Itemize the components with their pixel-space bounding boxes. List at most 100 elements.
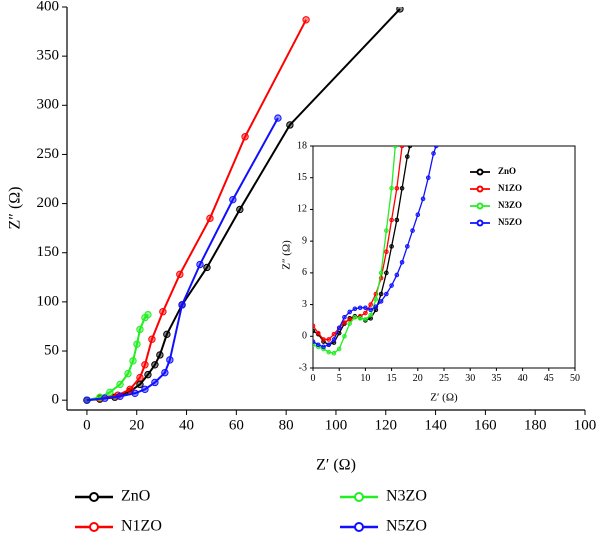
- data-point: [313, 323, 316, 329]
- data-point: [313, 339, 316, 344]
- data-point: [384, 291, 389, 297]
- data-point: [394, 272, 400, 278]
- y-tick-label: 3: [302, 299, 307, 310]
- data-point: [131, 389, 139, 397]
- data-point: [315, 330, 321, 336]
- x-tick-label: 45: [544, 373, 554, 384]
- x-tick-label: 160: [474, 418, 497, 434]
- x-tick-label: 100: [325, 418, 348, 434]
- legend-label: N1ZO: [121, 518, 162, 535]
- data-point: [378, 291, 384, 297]
- y-tick-label: 15: [297, 172, 307, 183]
- data-point: [384, 270, 389, 276]
- data-point: [378, 299, 384, 304]
- y-tick-label: 400: [37, 0, 60, 14]
- data-point: [196, 260, 204, 269]
- data-point: [101, 394, 109, 402]
- legend-marker: [89, 522, 99, 532]
- data-point: [156, 351, 164, 359]
- y-tick-label: 100: [37, 293, 60, 309]
- data-point: [399, 185, 405, 191]
- data-point: [129, 357, 137, 365]
- series-line: [86, 117, 279, 402]
- data-point: [373, 296, 379, 302]
- data-point: [342, 333, 347, 339]
- y-tick-label: 350: [37, 48, 60, 64]
- data-point: [159, 308, 167, 316]
- legend-label: ZnO: [498, 166, 516, 176]
- x-axis-label: Z′ (Ω): [430, 392, 458, 404]
- data-point: [405, 154, 410, 159]
- x-tick-label: 20: [413, 373, 423, 384]
- y-tick-label: 300: [37, 97, 60, 113]
- x-tick-label: 20: [129, 418, 144, 434]
- data-point: [384, 228, 389, 233]
- legend-marker: [476, 219, 484, 227]
- series-line: [313, 146, 437, 348]
- data-point: [321, 337, 326, 342]
- data-point: [151, 361, 159, 369]
- data-point: [347, 317, 352, 322]
- data-point: [352, 306, 358, 312]
- y-tick-label: -3: [299, 362, 307, 373]
- data-point: [378, 270, 384, 276]
- data-point: [357, 316, 363, 321]
- legend-marker: [476, 202, 484, 210]
- data-point: [389, 217, 394, 223]
- data-point: [415, 212, 421, 218]
- legend-marker: [476, 168, 484, 176]
- x-tick-label: 25: [439, 373, 449, 384]
- data-point: [389, 244, 394, 249]
- data-point: [241, 133, 249, 141]
- data-point: [136, 380, 144, 389]
- x-tick-label: 40: [518, 373, 528, 384]
- data-point: [384, 249, 389, 255]
- data-point: [394, 185, 400, 191]
- data-point: [342, 314, 347, 320]
- data-point: [363, 317, 368, 322]
- data-point: [136, 325, 144, 334]
- data-point: [136, 373, 144, 382]
- data-point: [106, 388, 114, 397]
- series-line: [313, 146, 403, 341]
- data-point: [116, 380, 124, 389]
- legend-label: N5ZO: [498, 217, 522, 227]
- x-tick-label: 80: [279, 418, 294, 434]
- data-point: [124, 369, 132, 378]
- data-point: [331, 337, 337, 342]
- data-point: [399, 146, 405, 149]
- y-tick-label: 50: [44, 342, 59, 358]
- x-tick-label: 40: [179, 418, 194, 434]
- data-point: [176, 270, 184, 279]
- data-point: [357, 305, 363, 311]
- plot-frame: [312, 145, 576, 369]
- data-point: [286, 121, 294, 129]
- x-tick-label: 10: [360, 373, 370, 384]
- y-tick-label: 6: [302, 267, 307, 278]
- data-point: [141, 361, 149, 369]
- data-point: [394, 217, 400, 223]
- data-point: [313, 328, 316, 334]
- y-axis-label: Z″ (Ω): [7, 187, 24, 230]
- x-tick-label: 35: [491, 373, 501, 384]
- data-point: [206, 214, 214, 223]
- data-point: [229, 195, 237, 204]
- plot-area: [83, 7, 404, 404]
- data-point: [368, 307, 373, 313]
- data-point: [315, 342, 321, 348]
- y-tick-label: 12: [297, 204, 307, 215]
- data-point: [347, 321, 352, 326]
- data-point: [144, 370, 152, 379]
- y-tick-label: 250: [37, 146, 60, 162]
- data-point: [368, 302, 373, 307]
- data-point: [420, 196, 426, 202]
- legend-label: ZnO: [121, 488, 150, 505]
- data-point: [274, 114, 282, 122]
- data-point: [148, 335, 156, 343]
- data-point: [425, 175, 431, 181]
- data-point: [236, 205, 244, 214]
- x-tick-label: 180: [524, 418, 547, 434]
- x-tick-label: 5: [337, 373, 342, 384]
- series-line: [86, 19, 307, 402]
